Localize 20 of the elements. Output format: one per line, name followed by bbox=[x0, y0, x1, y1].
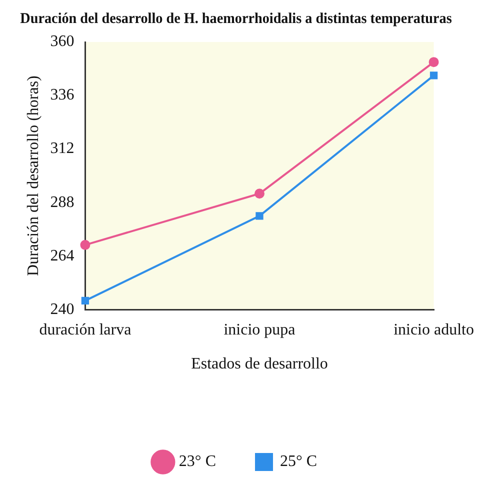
y-tick-label: 288 bbox=[50, 194, 74, 211]
legend-label: 23° C bbox=[178, 453, 216, 470]
chart-title: Duración del desarrollo de H. haemorrhoidalis a distintas temperaturas bbox=[20, 10, 452, 27]
point bbox=[428, 57, 439, 68]
y-tick-label: 264 bbox=[50, 247, 74, 264]
y-axis-title: Duración del desarrollo (horas) bbox=[24, 76, 42, 276]
point bbox=[80, 240, 90, 250]
point bbox=[81, 296, 90, 305]
x-tick-label: inicio adulto bbox=[394, 321, 474, 338]
x-tick-label: inicio pupa bbox=[224, 321, 296, 338]
point bbox=[430, 72, 438, 80]
y-tick-label: 312 bbox=[50, 140, 74, 158]
x-axis-title: Estados de desarrollo bbox=[191, 356, 328, 373]
y-tick-label: 336 bbox=[50, 86, 74, 104]
legend-label: 25° C bbox=[280, 453, 318, 470]
point bbox=[256, 212, 264, 220]
y-tick-label: 360 bbox=[50, 33, 74, 50]
point bbox=[254, 188, 264, 199]
y-tick-label: 240 bbox=[50, 300, 74, 318]
x-tick-label: duración larva bbox=[39, 321, 132, 338]
